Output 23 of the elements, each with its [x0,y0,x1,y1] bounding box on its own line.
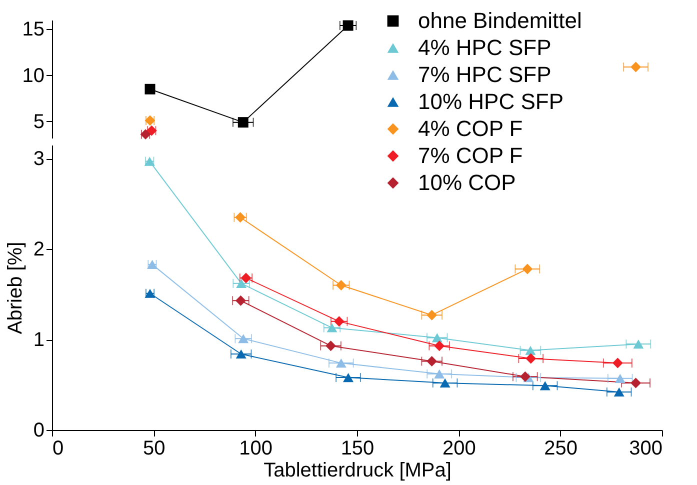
y-axis-title: Abrieb [%] [4,242,26,334]
x-tick-label: 200 [442,438,476,460]
x-tick-label: 250 [544,438,578,460]
legend-label: 4% HPC SFP [418,35,552,60]
legend-label: 10% HPC SFP [418,89,564,114]
x-tick-label: 0 [52,438,64,460]
y-tick-label: 2 [33,238,44,261]
y-tick-label: 5 [33,110,44,133]
y-tick-label: 3 [33,148,44,170]
legend-label: 4% COP F [418,116,523,141]
legend-label: ohne Bindemittel [418,8,582,33]
x-axis-title: Tablettierdruck [MPa] [264,460,452,482]
x-tick-label: 100 [239,438,273,460]
y-tick-label: 0 [33,420,44,442]
legend-label: 10% COP [418,170,516,195]
y-tick-label: 15 [22,18,44,41]
x-tick-label: 50 [143,438,166,460]
x-tick-label: 300 [629,438,662,460]
legend-label: 7% COP F [418,143,523,168]
y-tick-label: 10 [22,64,44,87]
x-tick-label: 150 [340,438,374,460]
legend-label: 7% HPC SFP [418,62,552,87]
y-tick-label: 1 [33,329,44,352]
